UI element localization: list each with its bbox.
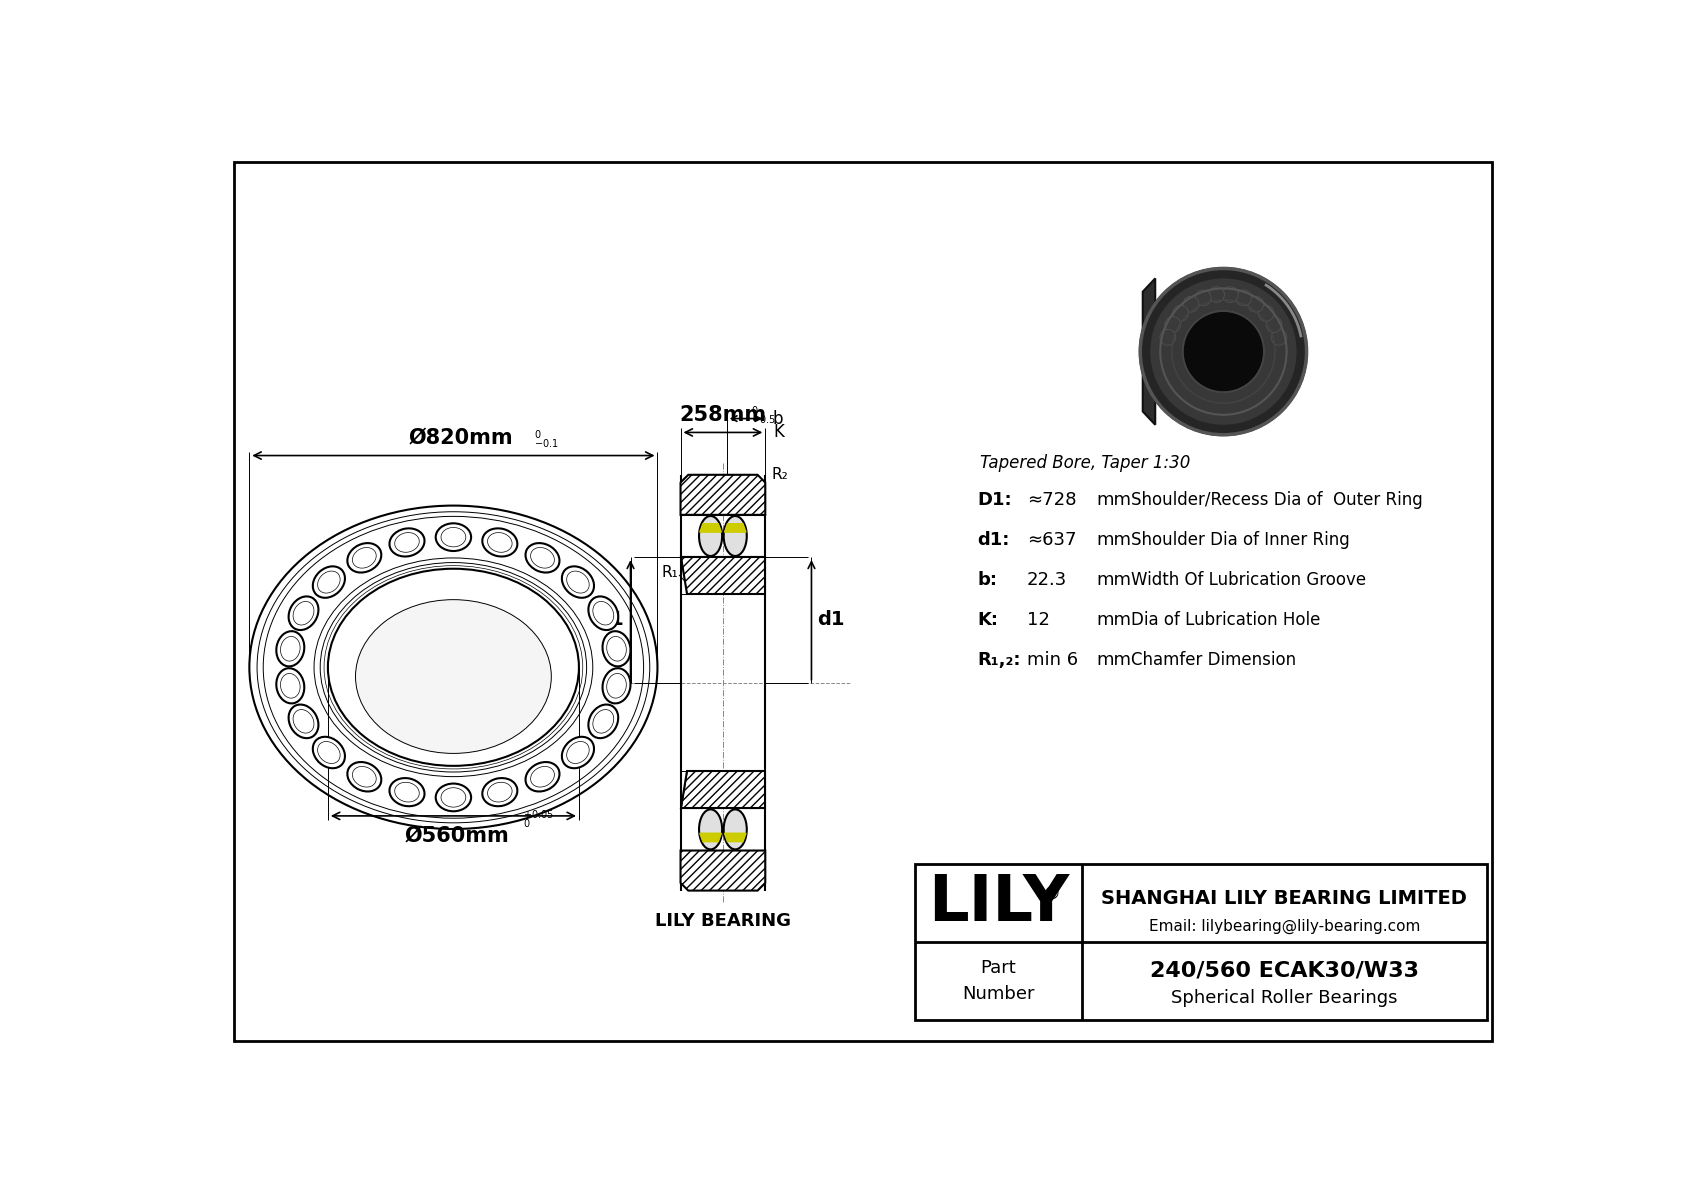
Ellipse shape: [482, 529, 517, 556]
Ellipse shape: [347, 543, 381, 573]
Text: Dia of Lubrication Hole: Dia of Lubrication Hole: [1132, 611, 1320, 629]
Text: LILY: LILY: [928, 872, 1069, 934]
Text: K:: K:: [977, 611, 999, 629]
Text: b:: b:: [977, 572, 997, 590]
Ellipse shape: [699, 516, 722, 556]
Text: 258mm: 258mm: [679, 405, 766, 425]
Circle shape: [1209, 287, 1224, 303]
Text: $^{0}_{-0.1}$: $^{0}_{-0.1}$: [534, 429, 559, 451]
Text: Ø820mm: Ø820mm: [409, 428, 514, 448]
Polygon shape: [724, 524, 746, 532]
Text: mm: mm: [1096, 531, 1132, 549]
Text: 22.3: 22.3: [1027, 572, 1068, 590]
Ellipse shape: [482, 778, 517, 806]
Circle shape: [1271, 330, 1287, 345]
Ellipse shape: [603, 631, 630, 667]
Ellipse shape: [724, 810, 746, 849]
Circle shape: [1160, 330, 1175, 345]
Text: ≈728: ≈728: [1027, 491, 1076, 510]
Ellipse shape: [724, 516, 746, 556]
Text: $^{+0.05}_{0}$: $^{+0.05}_{0}$: [522, 809, 554, 831]
Ellipse shape: [389, 778, 424, 806]
Text: R₁,₂:: R₁,₂:: [977, 651, 1021, 669]
Text: Ø560mm: Ø560mm: [404, 825, 510, 846]
Text: ≈637: ≈637: [1027, 531, 1076, 549]
Circle shape: [1258, 305, 1275, 322]
Text: Part
Number: Part Number: [962, 959, 1036, 1003]
Polygon shape: [701, 834, 721, 842]
Circle shape: [1140, 268, 1307, 435]
Text: ®: ®: [1042, 885, 1061, 903]
Text: b: b: [773, 410, 783, 428]
Circle shape: [1165, 317, 1180, 332]
Text: Shoulder Dia of Inner Ring: Shoulder Dia of Inner Ring: [1132, 531, 1351, 549]
Text: 12: 12: [1027, 611, 1049, 629]
Ellipse shape: [562, 567, 594, 598]
Polygon shape: [701, 524, 721, 532]
Text: d1:: d1:: [977, 531, 1009, 549]
Circle shape: [1184, 297, 1199, 312]
Ellipse shape: [276, 668, 305, 704]
Circle shape: [1182, 311, 1265, 392]
Text: D1:: D1:: [977, 491, 1012, 510]
Circle shape: [1196, 289, 1211, 306]
Polygon shape: [724, 834, 746, 842]
Circle shape: [1172, 305, 1189, 322]
Circle shape: [1236, 289, 1251, 306]
Text: d1: d1: [818, 611, 845, 629]
Text: Shoulder/Recess Dia of  Outer Ring: Shoulder/Recess Dia of Outer Ring: [1132, 491, 1423, 510]
Ellipse shape: [603, 668, 630, 704]
Ellipse shape: [699, 810, 722, 849]
Ellipse shape: [313, 737, 345, 768]
Text: 240/560 ECAK30/W33: 240/560 ECAK30/W33: [1150, 960, 1418, 980]
Text: Email: lilybearing@lily-bearing.com: Email: lilybearing@lily-bearing.com: [1148, 919, 1420, 934]
Text: min 6: min 6: [1027, 651, 1078, 669]
Circle shape: [1266, 317, 1282, 332]
Ellipse shape: [588, 597, 618, 630]
Text: Width Of Lubrication Groove: Width Of Lubrication Groove: [1132, 572, 1366, 590]
Text: R₁: R₁: [662, 565, 679, 580]
Polygon shape: [680, 772, 765, 809]
Text: mm: mm: [1096, 611, 1132, 629]
Ellipse shape: [562, 737, 594, 768]
Ellipse shape: [436, 523, 472, 551]
Ellipse shape: [288, 705, 318, 738]
Ellipse shape: [347, 762, 381, 792]
Ellipse shape: [588, 705, 618, 738]
Circle shape: [1150, 279, 1297, 425]
Ellipse shape: [355, 599, 551, 754]
Polygon shape: [680, 850, 765, 891]
Text: K: K: [773, 424, 783, 442]
Ellipse shape: [288, 597, 318, 630]
Ellipse shape: [525, 543, 559, 573]
Text: mm: mm: [1096, 491, 1132, 510]
Text: mm: mm: [1096, 572, 1132, 590]
Ellipse shape: [525, 762, 559, 792]
Polygon shape: [1143, 279, 1155, 425]
Text: Chamfer Dimension: Chamfer Dimension: [1132, 651, 1297, 669]
Text: $^{0}_{-0.5}$: $^{0}_{-0.5}$: [751, 404, 776, 426]
Text: mm: mm: [1096, 651, 1132, 669]
Circle shape: [1223, 287, 1238, 303]
Circle shape: [1248, 297, 1263, 312]
Ellipse shape: [436, 784, 472, 811]
Bar: [916, 865, 1487, 1019]
Text: Spherical Roller Bearings: Spherical Roller Bearings: [1170, 990, 1398, 1008]
Text: R₂: R₂: [771, 467, 788, 482]
Text: D1: D1: [594, 611, 625, 629]
Polygon shape: [680, 557, 765, 594]
Polygon shape: [680, 475, 765, 515]
Text: SHANGHAI LILY BEARING LIMITED: SHANGHAI LILY BEARING LIMITED: [1101, 890, 1467, 908]
Ellipse shape: [389, 529, 424, 556]
Ellipse shape: [313, 567, 345, 598]
Ellipse shape: [276, 631, 305, 667]
Text: Tapered Bore, Taper 1:30: Tapered Bore, Taper 1:30: [980, 454, 1191, 473]
Text: LILY BEARING: LILY BEARING: [655, 912, 791, 930]
